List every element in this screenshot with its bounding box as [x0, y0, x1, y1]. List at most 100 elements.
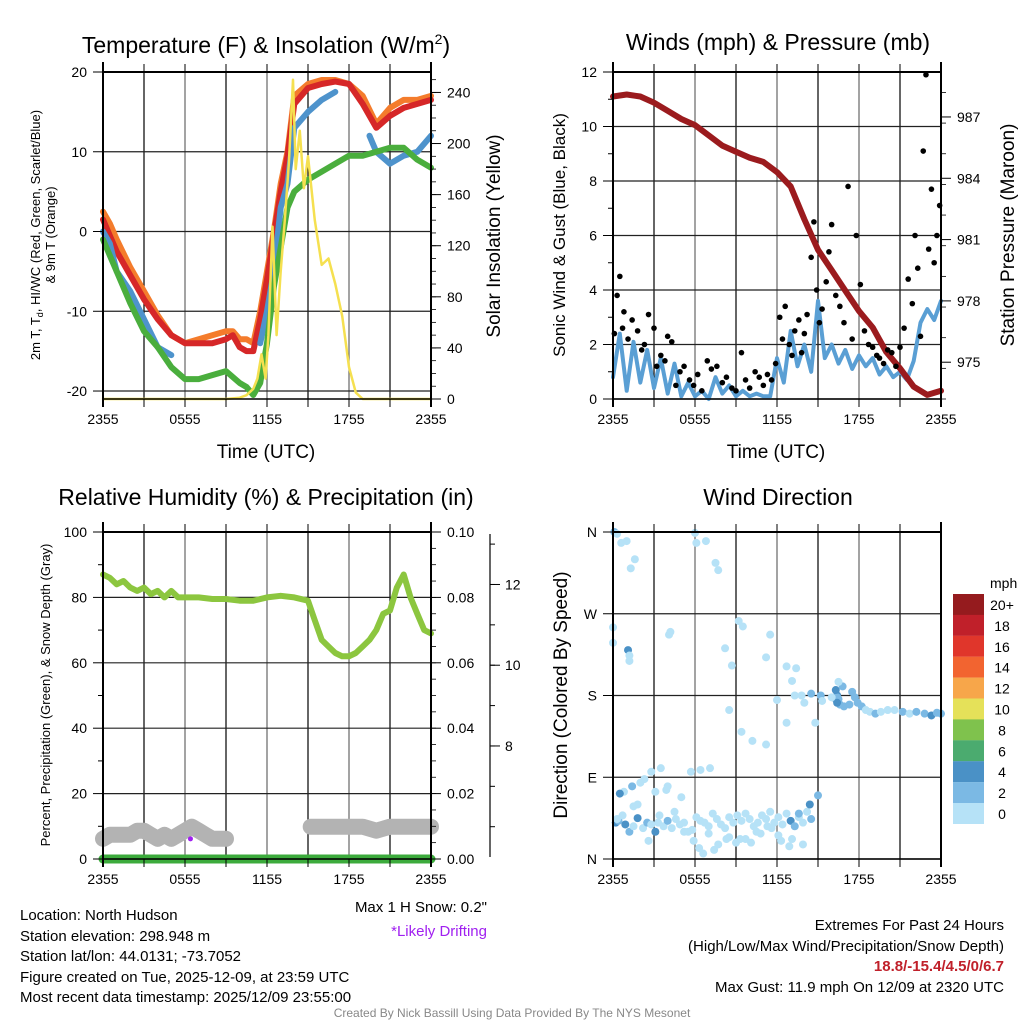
- legend-label: 12: [994, 681, 1010, 697]
- gust-point: [694, 371, 701, 378]
- gust-point: [876, 355, 883, 361]
- y-tick-label: 2: [589, 337, 597, 353]
- gust-point: [849, 336, 855, 342]
- x-tick-label: 2355: [415, 411, 446, 427]
- gust-point: [619, 325, 626, 331]
- direction-point: [708, 809, 717, 818]
- snow-note: Max 1 H Snow: 0.2" *Likely Drifting: [355, 896, 487, 944]
- direction-point: [807, 689, 816, 698]
- direction-point: [633, 800, 642, 809]
- winds-panel-title: Winds (mph) & Pressure (mb): [626, 29, 930, 55]
- legend-label: 18: [994, 618, 1010, 634]
- direction-point: [647, 820, 656, 829]
- y2-tick-label: 0.02: [447, 786, 474, 802]
- station-latlon: Station lat/lon: 44.0131; -73.7052: [20, 948, 242, 965]
- direction-point: [729, 818, 738, 827]
- gust-point: [733, 388, 739, 394]
- y2-tick-label: 160: [447, 187, 471, 203]
- gust-point: [884, 347, 891, 353]
- gust-point: [782, 303, 788, 310]
- speed-legend: mph 20+ 18 16 14 12 10 8 6 4 2 0: [953, 575, 1017, 824]
- y3-tick-label: 12: [505, 576, 521, 592]
- legend-swatch: [953, 761, 984, 783]
- direction-point: [696, 765, 705, 774]
- y2-tick-label: 0.04: [447, 720, 474, 736]
- direction-point: [701, 537, 710, 546]
- winds-series: [610, 71, 944, 401]
- gust-point: [779, 336, 786, 342]
- temperature-y-label-line1: 2m T, Td, HI/WC (Red, Green, Scarlet/Blu…: [28, 110, 45, 360]
- direction-point: [677, 793, 686, 802]
- direction-point: [725, 813, 734, 822]
- x-tick-label: 2355: [87, 411, 118, 427]
- direction-point: [833, 698, 842, 707]
- y2-tick-label: 978: [957, 293, 981, 309]
- direction-point: [831, 686, 840, 695]
- gust-point: [804, 311, 810, 318]
- gust-point: [638, 347, 645, 353]
- direction-point: [798, 840, 807, 849]
- gust-point: [857, 281, 864, 288]
- gust-point: [819, 306, 825, 312]
- direction-point: [654, 818, 663, 827]
- direction-point: [721, 644, 730, 653]
- y-tick-label: 40: [71, 720, 87, 736]
- y-tick-label: -10: [67, 303, 87, 319]
- direction-point: [615, 789, 624, 798]
- pressure-y-label: Station Pressure (Maroon): [998, 124, 1019, 347]
- legend-label: 10: [994, 702, 1010, 718]
- extremes-title: Extremes For Past 24 Hours: [814, 917, 1004, 934]
- direction-point: [647, 767, 656, 776]
- gust-point: [714, 363, 720, 370]
- gust-point: [760, 382, 767, 389]
- direction-point: [662, 785, 671, 794]
- series-solar-insolation: [101, 78, 433, 401]
- gust-point: [920, 148, 927, 154]
- direction-point: [699, 849, 708, 858]
- y-tick-label: S: [588, 688, 597, 704]
- y-tick-label: 0: [79, 224, 87, 240]
- direction-point: [753, 818, 762, 827]
- gust-point: [791, 328, 798, 334]
- wind-direction-panel-title: Wind Direction: [703, 484, 853, 510]
- temperature-y-label-line2: & 9m T (Orange): [43, 186, 58, 283]
- legend-label: 20+: [990, 597, 1014, 613]
- direction-point: [785, 842, 794, 851]
- direction-point: [688, 825, 697, 834]
- gust-point: [928, 186, 935, 192]
- direction-point: [777, 836, 786, 845]
- y-tick-label: 4: [589, 282, 597, 298]
- legend-swatch: [953, 719, 984, 741]
- gust-point: [897, 344, 903, 351]
- y2-tick-label: 975: [957, 354, 981, 370]
- gust-point: [905, 276, 911, 282]
- legend-swatch: [953, 594, 984, 615]
- direction-point: [748, 736, 757, 745]
- temperature-series: [100, 77, 434, 401]
- direction-point: [667, 824, 676, 833]
- direction-point: [807, 815, 816, 824]
- direction-point: [788, 676, 797, 685]
- direction-point: [766, 630, 775, 639]
- legend-swatch: [953, 677, 984, 699]
- legend-swatch: [953, 656, 984, 678]
- direction-point: [814, 791, 822, 800]
- y2-tick-label: 0.10: [447, 524, 474, 540]
- direction-point: [706, 764, 715, 773]
- gust-point: [832, 292, 839, 299]
- series-sonic-wind: [611, 298, 943, 401]
- direction-point: [738, 622, 747, 631]
- legend-swatch: [953, 614, 984, 636]
- direction-point: [811, 718, 820, 727]
- legend-label: 6: [998, 743, 1006, 759]
- gust-point: [816, 319, 823, 326]
- gust-point: [690, 382, 697, 389]
- direction-point: [725, 706, 734, 715]
- y-tick-label: 20: [71, 64, 87, 80]
- winds-y-label: Sonic Wind & Gust (Blue, Black): [550, 113, 569, 357]
- direction-point: [774, 813, 783, 822]
- y2-tick-label: 120: [447, 238, 471, 254]
- gust-point: [796, 317, 802, 323]
- legend-swatch: [953, 782, 984, 804]
- y2-tick-label: 200: [447, 136, 471, 152]
